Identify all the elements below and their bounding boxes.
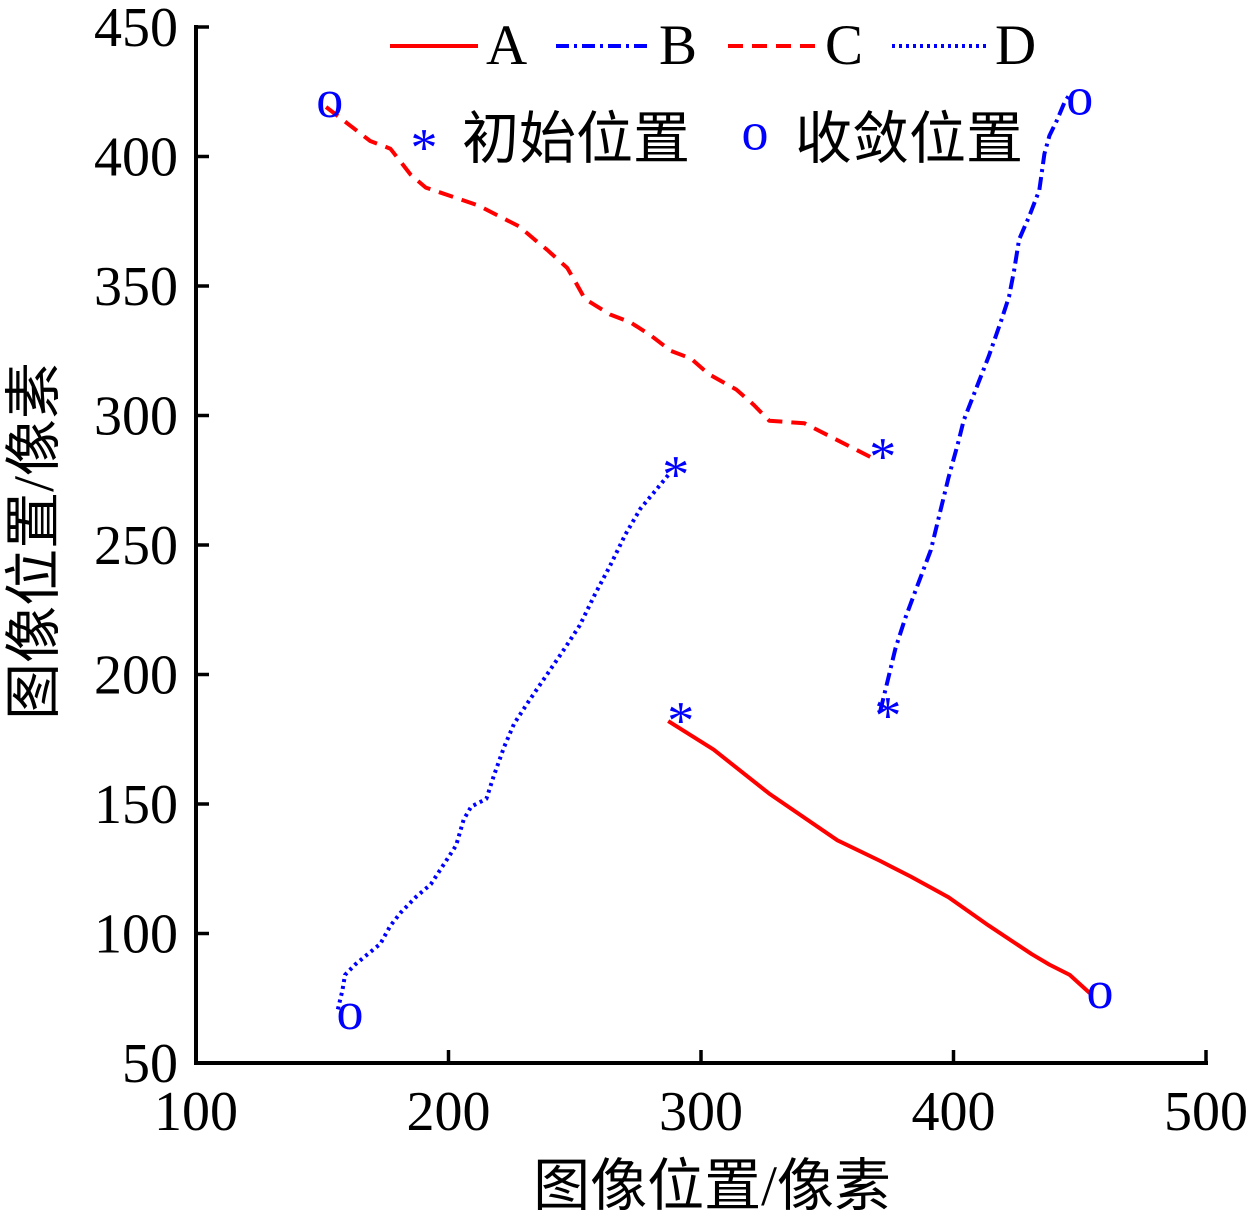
x-tick-label: 500 bbox=[1164, 1081, 1248, 1143]
legend-entry-converged: o 收敛位置 bbox=[742, 101, 1024, 171]
legend-entry-initial: * 初始位置 bbox=[411, 108, 691, 177]
initial-marker-d: * bbox=[662, 445, 689, 505]
initial-marker-c: * bbox=[869, 427, 896, 487]
legend-initial-label: 初始位置 bbox=[462, 108, 690, 171]
y-tick-label: 300 bbox=[94, 386, 178, 448]
converged-marker-c: o bbox=[316, 69, 343, 129]
legend-entry-c: C bbox=[728, 14, 863, 77]
x-tick-label: 300 bbox=[659, 1081, 743, 1143]
series-layer bbox=[318, 93, 1092, 1012]
y-axis-label: 图像位置/像素 bbox=[3, 362, 66, 720]
series-line-b bbox=[878, 93, 1072, 712]
legend-initial-marker: * bbox=[411, 117, 438, 177]
legend-entry-d: D bbox=[892, 14, 1036, 77]
legend-label-b: B bbox=[659, 14, 697, 77]
converged-marker-d: o bbox=[337, 981, 364, 1041]
converged-marker-b: o bbox=[1066, 67, 1093, 127]
legend-label-d: D bbox=[995, 14, 1036, 77]
legend-converged-label: 收敛位置 bbox=[795, 108, 1023, 171]
y-tick-label: 450 bbox=[94, 0, 178, 59]
initial-marker-a: * bbox=[667, 691, 694, 751]
y-tick-label: 200 bbox=[94, 645, 178, 707]
y-tick-label: 350 bbox=[94, 256, 178, 318]
y-tick-label: 150 bbox=[94, 774, 178, 836]
x-tick-label: 200 bbox=[407, 1081, 491, 1143]
legend-entry-b: B bbox=[556, 14, 697, 77]
y-tick-label: 250 bbox=[94, 515, 178, 577]
y-tick-label: 400 bbox=[94, 127, 178, 189]
converged-marker-a: o bbox=[1087, 960, 1114, 1020]
series-line-d bbox=[335, 473, 670, 1012]
y-tick-label: 50 bbox=[122, 1033, 178, 1095]
y-tick-label: 100 bbox=[94, 904, 178, 966]
x-tick-label: 100 bbox=[154, 1081, 238, 1143]
legend-label-a: A bbox=[486, 14, 527, 77]
legend-entry-a: A bbox=[390, 14, 527, 77]
axes: 100 200 300 400 5005010015020025030035040045… bbox=[94, 0, 1248, 1143]
legend-label-c: C bbox=[825, 14, 863, 77]
x-tick-label: 400 bbox=[912, 1081, 996, 1143]
x-axis-label: 图像位置/像素 bbox=[533, 1155, 891, 1216]
initial-marker-b: * bbox=[874, 686, 901, 746]
series-line-a bbox=[667, 719, 1092, 995]
legend: A B C D * 初始位置 o 收敛位置 bbox=[390, 14, 1036, 177]
legend-converged-marker: o bbox=[742, 101, 769, 161]
marker-layer: * o * o * o * o bbox=[316, 67, 1113, 1041]
